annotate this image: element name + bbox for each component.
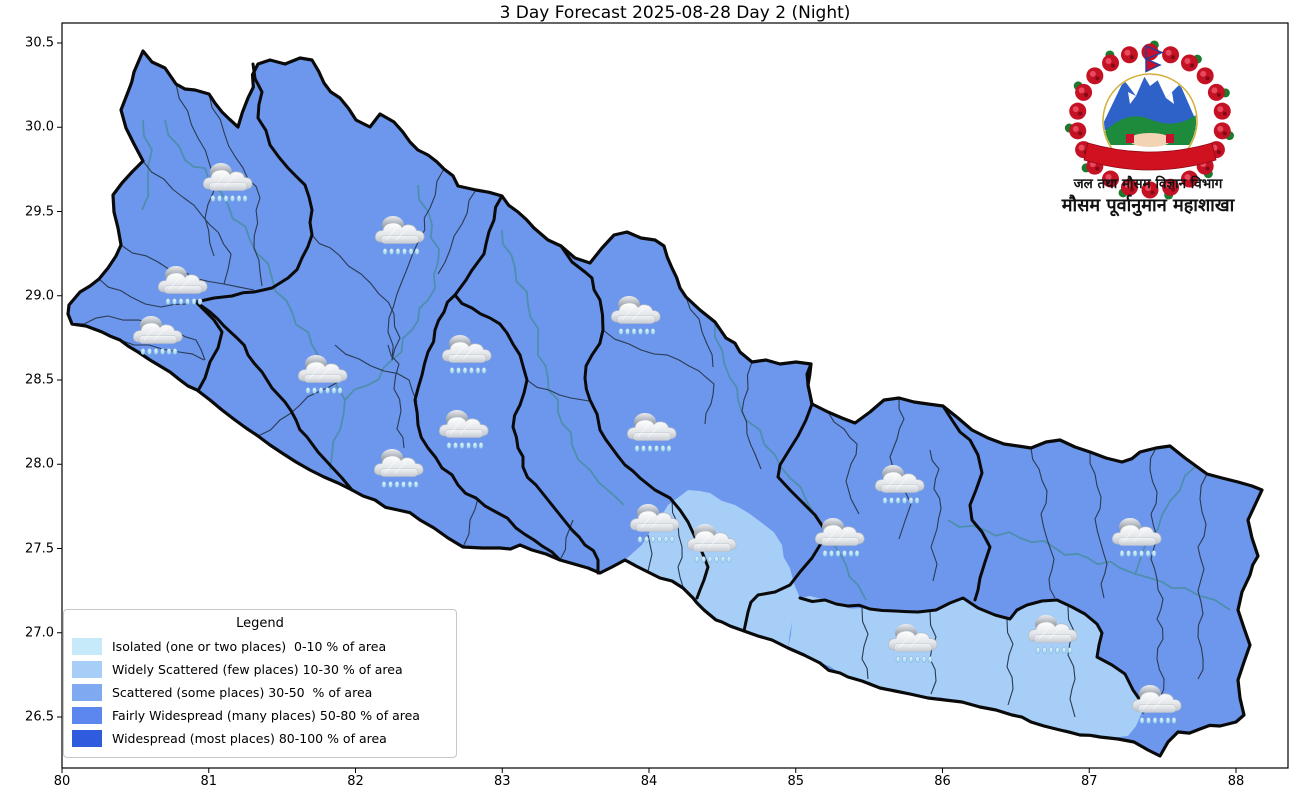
legend-swatch xyxy=(72,661,102,678)
legend-label: Fairly Widespread (many places) 50-80 % … xyxy=(112,708,420,723)
emblem-hills xyxy=(1104,112,1196,145)
y-tick-label: 27.5 xyxy=(25,541,54,556)
emblem-ribbon xyxy=(1083,142,1217,171)
x-tick-label: 85 xyxy=(787,774,805,789)
legend-swatch xyxy=(72,730,102,747)
province-border-6 xyxy=(742,362,827,633)
x-tick-label: 81 xyxy=(200,774,218,789)
legend-item-5: Widespread (most places) 80-100 % of are… xyxy=(72,727,448,750)
emblem-mountain xyxy=(1104,75,1196,130)
emblem-division-name: मौसम पूर्वानुमान महाशाखा xyxy=(1061,195,1235,216)
district-border-30 xyxy=(257,381,339,437)
legend-label: Widespread (most places) 80-100 % of are… xyxy=(112,731,387,746)
river-4 xyxy=(501,229,625,506)
department-emblem xyxy=(1064,40,1234,200)
x-tick-label: 84 xyxy=(640,774,658,789)
district-border-19 xyxy=(1030,447,1056,599)
country-fill-layer xyxy=(68,51,1262,756)
district-border-8 xyxy=(311,234,401,361)
district-border-27 xyxy=(647,534,653,572)
x-tick-label: 86 xyxy=(934,774,951,789)
legend-label: Widely Scattered (few places) 10-30 % of… xyxy=(112,662,403,677)
legend-title: Legend xyxy=(236,616,284,631)
x-tick-label: 82 xyxy=(347,774,364,789)
emblem-snow xyxy=(1128,75,1174,104)
figure-title: 3 Day Forecast 2025-08-28 Day 2 (Night) xyxy=(499,3,851,23)
river-9 xyxy=(141,119,153,211)
x-tick-label: 88 xyxy=(1227,774,1245,789)
y-tick-label: 30.5 xyxy=(25,35,54,51)
y-tick-label: 28.5 xyxy=(25,372,54,388)
y-tick-label: 29.0 xyxy=(25,288,54,304)
district-border-23 xyxy=(861,607,869,680)
emblem-handshake xyxy=(1129,133,1171,147)
province-borders-layer xyxy=(194,62,1145,714)
district-border-16 xyxy=(827,411,860,515)
district-border-25 xyxy=(1006,619,1014,706)
district-border-28 xyxy=(671,499,684,588)
legend-item-2: Widely Scattered (few places) 10-30 % of… xyxy=(72,658,448,681)
district-border-22 xyxy=(1197,473,1208,680)
y-tick-label: 26.5 xyxy=(25,709,54,725)
district-border-1 xyxy=(208,93,263,287)
district-border-15 xyxy=(741,361,762,470)
legend-item-3: Scattered (some places) 30-50 % of area xyxy=(72,681,448,704)
district-border-5 xyxy=(98,278,188,308)
legend-item-4: Fairly Widespread (many places) 50-80 % … xyxy=(72,704,448,727)
district-border-10 xyxy=(334,344,418,403)
x-tick-label: 83 xyxy=(493,774,511,789)
plot-frame xyxy=(61,22,1289,769)
legend-swatch xyxy=(72,638,102,655)
district-border-11 xyxy=(437,189,477,275)
x-tick-label: 87 xyxy=(1080,774,1098,789)
district-border-12 xyxy=(526,379,590,402)
district-border-14 xyxy=(685,296,714,368)
y-tick-label: 28.0 xyxy=(25,456,54,472)
district-border-29 xyxy=(387,344,405,449)
river-1 xyxy=(204,167,346,471)
x-tick-label: 80 xyxy=(53,774,71,789)
district-border-26 xyxy=(1067,606,1076,718)
y-tick-label: 29.5 xyxy=(25,204,54,219)
legend-box: Legend Isolated (one or two places) 0-10… xyxy=(63,609,457,758)
province-border-3 xyxy=(413,194,562,562)
district-border-18 xyxy=(929,449,942,582)
nepal-flag-icon xyxy=(1144,44,1164,73)
legend-swatch xyxy=(72,707,102,724)
emblem-org-name: जल तथा मौसम विज्ञान विभाग xyxy=(1073,176,1223,192)
legend-item-1: Isolated (one or two places) 0-10 % of a… xyxy=(72,635,448,658)
river-3 xyxy=(164,119,206,169)
country-outline xyxy=(66,49,1264,758)
legend-label: Isolated (one or two places) 0-10 % of a… xyxy=(112,639,387,654)
legend-label: Scattered (some places) 30-50 % of area xyxy=(112,685,373,700)
legend-rows: Isolated (one or two places) 0-10 % of a… xyxy=(72,635,448,750)
district-border-20 xyxy=(1089,451,1108,599)
district-border-21 xyxy=(1149,447,1165,700)
axis-tick-marks xyxy=(57,42,1237,773)
district-border-31 xyxy=(462,497,479,548)
province-border-5 xyxy=(559,244,710,600)
district-border-13 xyxy=(602,329,715,425)
province-border-1 xyxy=(194,62,314,391)
district-border-24 xyxy=(929,611,937,695)
province-border-7 xyxy=(798,596,1145,714)
legend-swatch xyxy=(72,684,102,701)
province-border-4 xyxy=(453,293,600,575)
river-2 xyxy=(344,184,441,401)
y-tick-label: 27.0 xyxy=(25,625,54,641)
y-tick-label: 30.0 xyxy=(25,119,54,135)
country-fill xyxy=(68,51,1262,756)
district-border-9 xyxy=(387,168,445,361)
province-border-8 xyxy=(941,404,992,602)
river-7 xyxy=(947,519,1231,611)
country-outline-layer xyxy=(66,49,1264,758)
district-border-17 xyxy=(889,397,912,540)
province-border-2 xyxy=(194,300,354,492)
district-border-3 xyxy=(142,160,232,285)
